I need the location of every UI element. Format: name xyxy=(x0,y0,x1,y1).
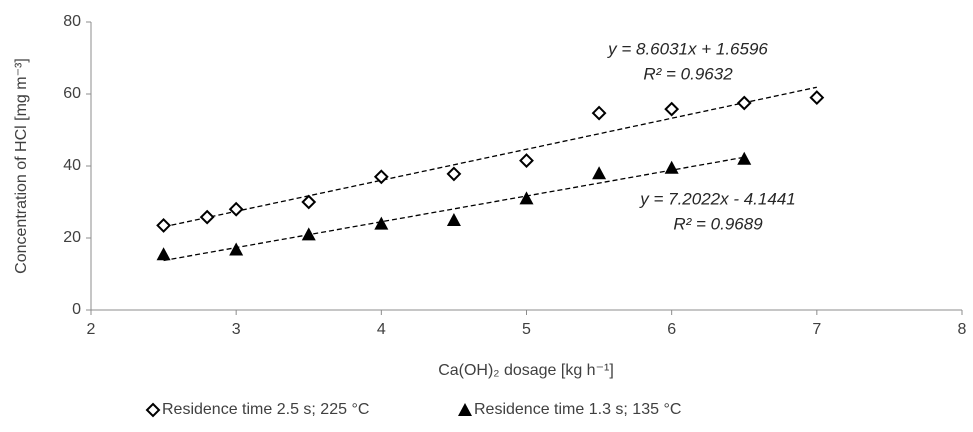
trendline-r2: R² = 0.9632 xyxy=(643,64,733,83)
marker xyxy=(301,194,317,210)
legend-marker xyxy=(458,403,472,416)
marker xyxy=(519,191,534,205)
y-tick-label: 60 xyxy=(63,85,81,102)
x-tick-label: 6 xyxy=(667,321,676,338)
legend-marker xyxy=(145,402,161,418)
y-tick-label: 20 xyxy=(63,229,81,246)
y-tick-label: 0 xyxy=(72,301,81,318)
x-axis-label: Ca(OH)₂ dosage [kg h⁻¹] xyxy=(438,362,614,379)
y-tick-label: 40 xyxy=(63,157,81,174)
x-tick-label: 4 xyxy=(377,321,386,338)
marker xyxy=(228,201,244,217)
trendline-equation: y = 7.2022x - 4.1441 xyxy=(639,189,795,208)
trendline xyxy=(163,156,745,262)
marker xyxy=(446,166,462,182)
y-tick-label: 80 xyxy=(63,13,81,30)
x-tick-label: 2 xyxy=(87,321,96,338)
marker xyxy=(592,166,607,180)
x-tick-label: 7 xyxy=(812,321,821,338)
x-tick-label: 3 xyxy=(232,321,241,338)
marker xyxy=(301,227,316,241)
marker xyxy=(199,209,215,225)
marker xyxy=(664,101,680,117)
trendline-r2: R² = 0.9689 xyxy=(673,214,763,233)
x-tick-label: 8 xyxy=(958,321,967,338)
marker xyxy=(373,169,389,185)
y-axis-label: Concentration of HCl [mg m⁻³] xyxy=(13,58,30,274)
legend-label: Residence time 1.3 s; 135 °C xyxy=(474,401,681,418)
marker xyxy=(664,160,679,174)
marker xyxy=(809,90,825,106)
legend-label: Residence time 2.5 s; 225 °C xyxy=(162,401,369,418)
marker xyxy=(229,242,244,256)
marker xyxy=(374,216,389,230)
trendline xyxy=(163,86,817,228)
marker xyxy=(737,151,752,165)
trendline-equation: y = 8.6031x + 1.6596 xyxy=(607,39,768,58)
marker xyxy=(156,247,171,261)
marker xyxy=(736,95,752,111)
marker xyxy=(591,105,607,121)
marker xyxy=(156,217,171,233)
x-tick-label: 5 xyxy=(522,321,531,338)
marker xyxy=(519,153,534,169)
marker xyxy=(446,213,461,226)
